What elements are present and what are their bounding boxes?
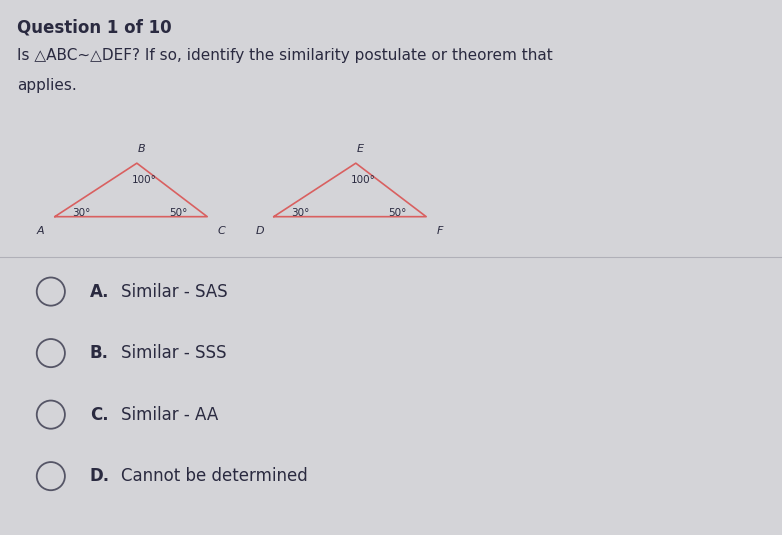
- Text: D.: D.: [90, 467, 110, 485]
- Text: A: A: [37, 226, 45, 236]
- Text: B: B: [138, 143, 145, 154]
- Text: 30°: 30°: [72, 208, 90, 218]
- Text: Similar - AA: Similar - AA: [121, 406, 218, 424]
- Text: F: F: [437, 226, 443, 236]
- Text: Question 1 of 10: Question 1 of 10: [17, 19, 172, 37]
- Text: 50°: 50°: [389, 208, 407, 218]
- Text: 100°: 100°: [350, 175, 375, 185]
- Text: applies.: applies.: [17, 78, 77, 93]
- Text: C: C: [217, 226, 225, 236]
- Text: 50°: 50°: [170, 208, 188, 218]
- Text: B.: B.: [90, 344, 109, 362]
- Text: Cannot be determined: Cannot be determined: [121, 467, 308, 485]
- Text: E: E: [357, 143, 364, 154]
- Text: Is △ABC∼△DEF? If so, identify the similarity postulate or theorem that: Is △ABC∼△DEF? If so, identify the simila…: [17, 48, 553, 63]
- Text: C.: C.: [90, 406, 109, 424]
- Text: 100°: 100°: [131, 175, 156, 185]
- Text: Similar - SSS: Similar - SSS: [121, 344, 227, 362]
- Text: 30°: 30°: [291, 208, 309, 218]
- Text: D: D: [255, 226, 264, 236]
- Text: Similar - SAS: Similar - SAS: [121, 282, 228, 301]
- Text: A.: A.: [90, 282, 109, 301]
